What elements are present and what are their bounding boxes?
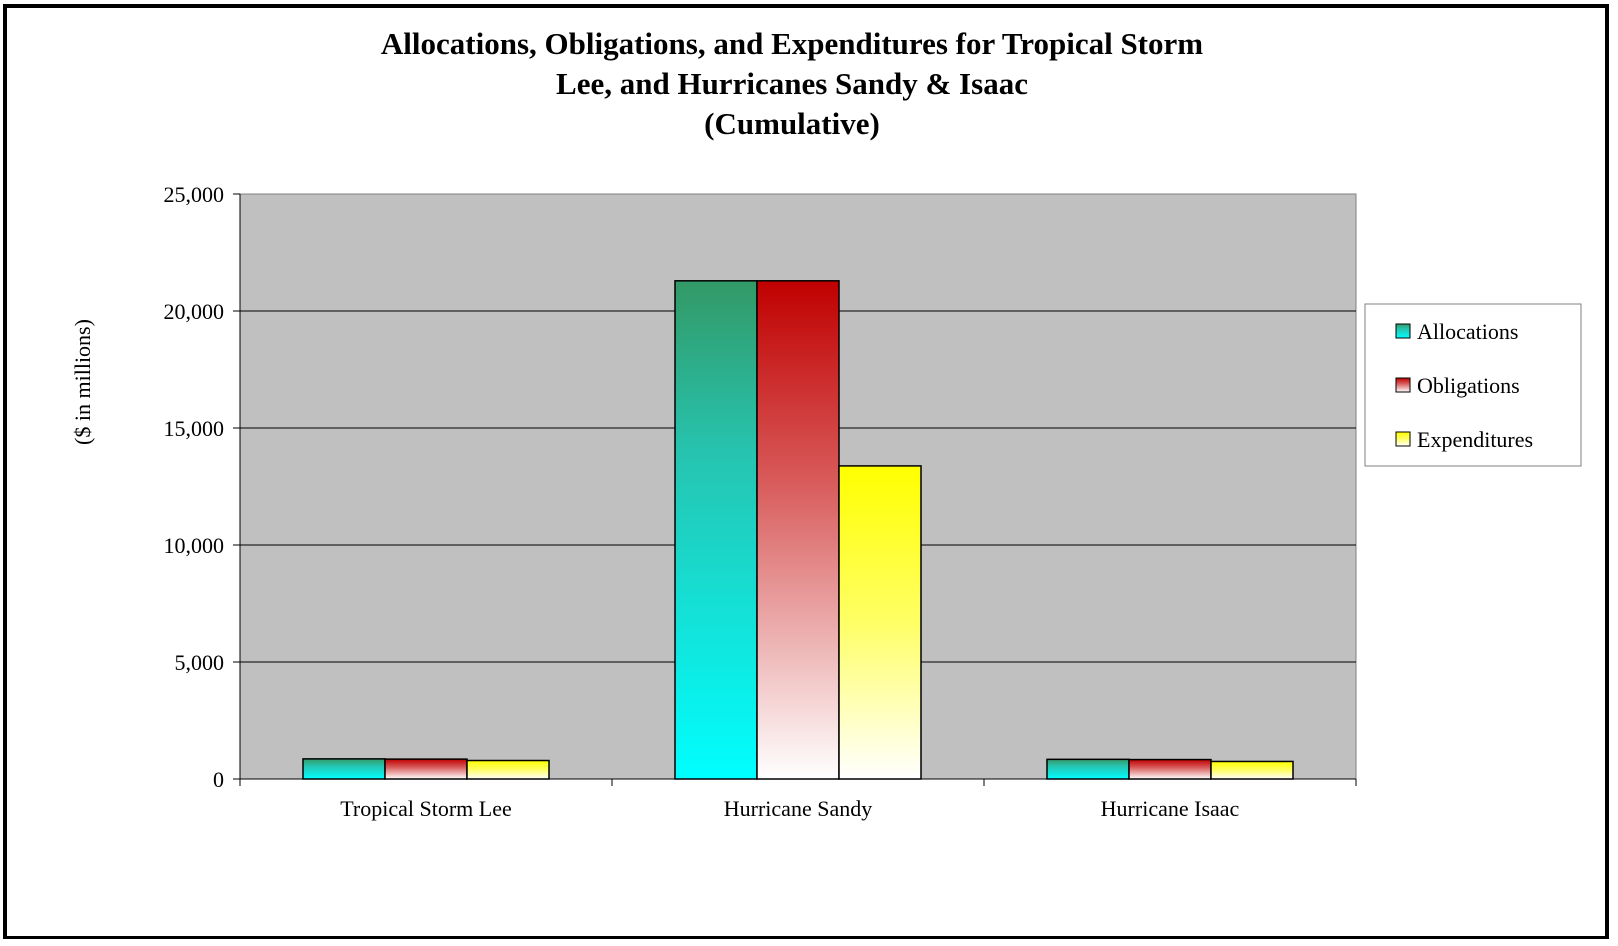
x-tick-label: Hurricane Sandy xyxy=(724,796,872,821)
y-tick-label: 5,000 xyxy=(175,650,225,675)
chart-title-line-1: Allocations, Obligations, and Expenditur… xyxy=(381,26,1203,61)
bar-obligations xyxy=(384,758,468,780)
y-tick-label: 0 xyxy=(213,767,224,792)
x-tick-label: Tropical Storm Lee xyxy=(340,796,512,821)
legend-label-expenditures: Expenditures xyxy=(1417,427,1533,452)
legend-swatch-expenditures xyxy=(1395,431,1411,447)
x-tick-label: Hurricane Isaac xyxy=(1101,796,1240,821)
legend-swatch-allocations xyxy=(1395,323,1411,339)
legend-label-allocations: Allocations xyxy=(1417,319,1518,344)
legend-swatch-obligations xyxy=(1395,377,1411,393)
bar-expenditures xyxy=(466,759,550,780)
y-tick-label: 15,000 xyxy=(164,416,225,441)
bar-expenditures xyxy=(1210,760,1294,780)
legend: Allocations Obligations Expenditures xyxy=(1395,319,1533,452)
bars xyxy=(302,280,1294,780)
chart-title-line-3: (Cumulative) xyxy=(704,106,880,141)
y-tick-label: 20,000 xyxy=(164,299,225,324)
x-ticks: Tropical Storm Lee Hurricane Sandy Hurrica… xyxy=(239,779,1357,821)
bar-allocations xyxy=(302,758,386,780)
bar-expenditures xyxy=(838,465,922,780)
y-tick-label: 10,000 xyxy=(164,533,225,558)
bar-allocations xyxy=(674,280,758,780)
bar-obligations xyxy=(1128,758,1212,780)
bar-allocations xyxy=(1046,758,1130,780)
legend-label-obligations: Obligations xyxy=(1417,373,1520,398)
y-axis-label: ($ in millions) xyxy=(70,319,95,445)
y-tick-label: 25,000 xyxy=(164,182,225,207)
chart-title-line-2: Lee, and Hurricanes Sandy & Isaac xyxy=(556,66,1028,101)
bar-obligations xyxy=(756,280,840,780)
y-ticks: 0 5,000 10,000 15,000 20,000 25,000 xyxy=(164,182,240,792)
